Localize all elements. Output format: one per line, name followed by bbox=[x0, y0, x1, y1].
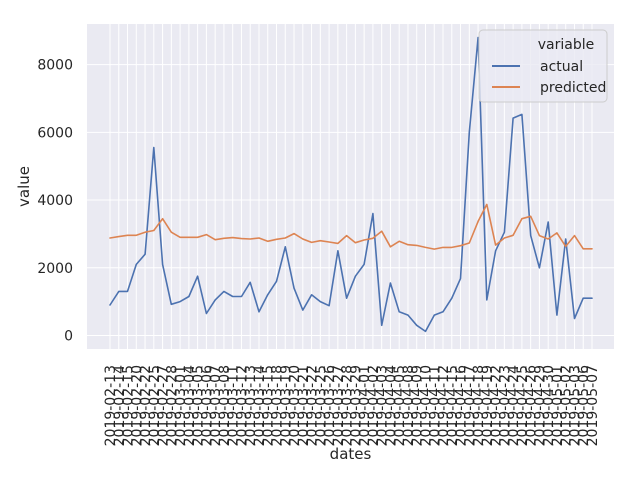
x-tick-label: 2019-05-01 bbox=[550, 365, 566, 446]
x-tick-label: 2019-04-22 bbox=[489, 365, 505, 446]
x-tick-label: 2019-04-23 bbox=[497, 365, 513, 446]
x-tick-label: 2019-04-01 bbox=[357, 365, 373, 446]
x-tick-label: 2019-04-04 bbox=[383, 365, 399, 446]
x-tick-label: 2019-04-03 bbox=[375, 365, 391, 446]
x-tick-label: 2019-02-22 bbox=[138, 365, 154, 446]
x-tick-label: 2019-04-18 bbox=[471, 365, 487, 446]
x-tick-label: 2019-04-29 bbox=[532, 365, 548, 446]
x-tick-label: 2019-04-16 bbox=[454, 365, 470, 446]
x-tick-label: 2019-03-01 bbox=[173, 365, 189, 446]
y-tick-label: 2000 bbox=[37, 261, 73, 277]
y-axis-label: value bbox=[15, 166, 33, 207]
x-tick-label: 2019-04-19 bbox=[480, 365, 496, 446]
legend: variable actual predicted bbox=[478, 29, 608, 103]
x-tick-label: 2019-03-20 bbox=[287, 365, 303, 446]
x-tick-label: 2019-02-13 bbox=[103, 365, 119, 446]
x-tick-label: 2019-03-12 bbox=[234, 365, 250, 446]
x-tick-label: 2019-05-06 bbox=[576, 365, 592, 446]
x-tick-label: 2019-02-15 bbox=[121, 365, 137, 446]
y-tick-label: 4000 bbox=[37, 193, 73, 209]
x-tick-label: 2019-04-15 bbox=[445, 365, 461, 446]
legend-predicted-label: predicted bbox=[540, 80, 606, 96]
series-line-actual bbox=[109, 36, 593, 333]
x-tick-label: 2019-02-25 bbox=[147, 365, 163, 446]
legend-actual-label: actual bbox=[540, 59, 583, 75]
x-tick-label: 2019-05-07 bbox=[585, 365, 601, 446]
x-tick-label: 2019-03-14 bbox=[252, 365, 268, 446]
x-tick-label: 2019-02-28 bbox=[164, 365, 180, 446]
x-tick-label: 2019-04-10 bbox=[418, 365, 434, 446]
x-tick-label: 2019-03-06 bbox=[199, 365, 215, 446]
x-tick-label: 2019-03-27 bbox=[331, 365, 347, 446]
x-tick-label: 2019-04-02 bbox=[366, 365, 382, 446]
y-tick-label: 6000 bbox=[37, 125, 73, 141]
y-tick-label: 0 bbox=[64, 328, 73, 344]
x-tick-label: 2019-05-03 bbox=[567, 365, 583, 446]
x-tick-label: 2019-03-13 bbox=[243, 365, 259, 446]
x-tick-label: 2019-03-18 bbox=[270, 365, 286, 446]
x-tick-label: 2019-03-11 bbox=[226, 365, 242, 446]
x-tick-label: 2019-04-24 bbox=[506, 365, 522, 446]
x-tick-label: 2019-04-11 bbox=[427, 365, 443, 446]
series-line-predicted bbox=[109, 203, 593, 250]
x-tick-label: 2019-03-19 bbox=[278, 365, 294, 446]
x-tick-label: 2019-03-21 bbox=[296, 365, 312, 446]
legend-title: variable bbox=[538, 37, 594, 53]
x-tick-label: 2019-03-29 bbox=[348, 365, 364, 446]
x-tick-label: 2019-03-08 bbox=[217, 365, 233, 446]
x-tick-label: 2019-03-07 bbox=[208, 365, 224, 446]
x-tick-label: 2019-04-08 bbox=[401, 365, 417, 446]
x-tick-label: 2019-04-30 bbox=[541, 365, 557, 446]
legend-box bbox=[478, 29, 608, 103]
x-tick-label: 2019-03-28 bbox=[340, 365, 356, 446]
x-tick-label: 2019-03-04 bbox=[182, 365, 198, 446]
x-tick-label: 2019-04-12 bbox=[436, 365, 452, 446]
x-tick-label: 2019-02-20 bbox=[129, 365, 145, 446]
y-tick-labels: 0 2000 4000 6000 8000 bbox=[37, 58, 73, 345]
x-tick-label: 2019-03-22 bbox=[305, 365, 321, 446]
series-layer bbox=[109, 36, 593, 333]
x-axis-label: dates bbox=[330, 445, 372, 463]
y-tick-label: 8000 bbox=[37, 58, 73, 74]
x-tick-label: 2019-05-02 bbox=[559, 365, 575, 446]
x-tick-label: 2019-04-26 bbox=[524, 365, 540, 446]
x-tick-label: 2019-04-25 bbox=[515, 365, 531, 446]
x-tick-label: 2019-02-27 bbox=[156, 365, 172, 446]
x-tick-label: 2019-03-25 bbox=[313, 365, 329, 446]
x-tick-labels: 2019-02-132019-02-142019-02-152019-02-20… bbox=[103, 365, 601, 446]
x-tick-label: 2019-03-15 bbox=[261, 365, 277, 446]
x-tick-label: 2019-03-26 bbox=[322, 365, 338, 446]
x-tick-label: 2019-02-14 bbox=[112, 365, 128, 446]
x-tick-label: 2019-03-05 bbox=[191, 365, 207, 446]
x-tick-label: 2019-04-05 bbox=[392, 365, 408, 446]
x-tick-label: 2019-04-09 bbox=[410, 365, 426, 446]
x-tick-label: 2019-04-17 bbox=[462, 365, 478, 446]
